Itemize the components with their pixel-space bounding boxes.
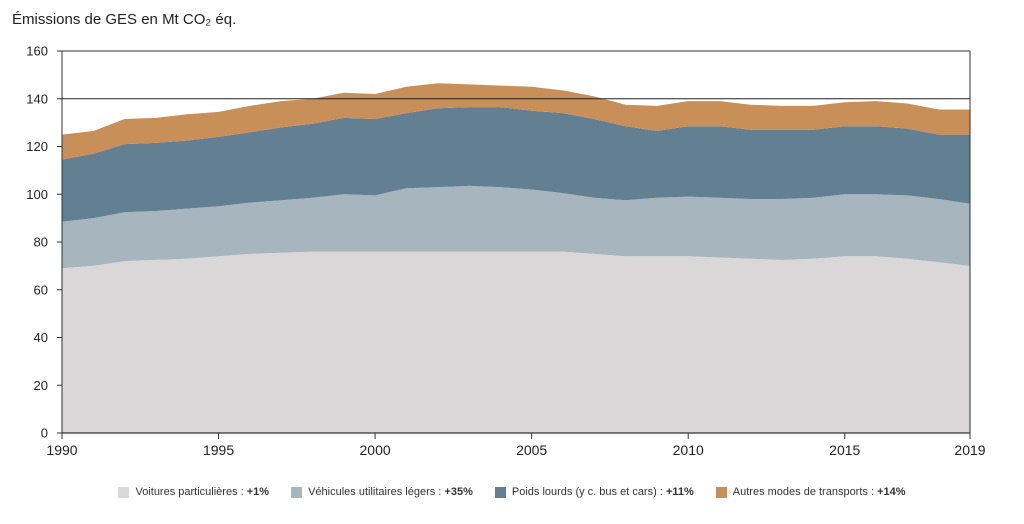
area-series-2 (62, 107, 970, 222)
legend-change-3: +14% (877, 486, 906, 498)
legend-label-3: Autres modes de transports : (732, 486, 878, 498)
area-series-0 (62, 251, 970, 433)
x-tick-label-1990: 1990 (46, 442, 77, 458)
legend-item-3: Autres modes de transports : +14% (715, 486, 906, 498)
legend-change-1: +35% (444, 486, 473, 498)
y-tick-label-160: 160 (26, 44, 48, 59)
legend-label-1: Véhicules utilitaires légers : (308, 486, 445, 498)
x-tick-label-2000: 2000 (360, 442, 391, 458)
legend-change-0: +1% (246, 486, 270, 498)
y-tick-label-40: 40 (34, 330, 48, 345)
legend-item-2: Poids lourds (y c. bus et cars) : +11% (494, 486, 694, 498)
x-tick-label-2019: 2019 (954, 442, 985, 458)
y-tick-label-60: 60 (34, 282, 48, 297)
areas-layer (62, 83, 970, 433)
axes-layer: 0 20 40 60 80 100 120 140 160 1990 1995 2000 2005 201… (26, 44, 985, 459)
area-series-1 (62, 185, 970, 269)
legend-item-0: Voitures particulières : +1% (118, 486, 269, 498)
y-tick-label-0: 0 (41, 426, 48, 441)
x-tick-label-2015: 2015 (829, 442, 860, 458)
y-tick-label-140: 140 (26, 91, 48, 106)
legend-item-1: Véhicules utilitaires légers : +35% (291, 486, 473, 498)
legend: Voitures particulières : +1% Véhicules ut… (0, 486, 1024, 498)
legend-swatch-0 (118, 486, 130, 498)
legend-label-0: Voitures particulières : (135, 486, 247, 498)
area-series-3 (62, 83, 970, 160)
y-tick-label-80: 80 (34, 235, 48, 250)
legend-change-2: +11% (665, 486, 694, 498)
y-tick-label-100: 100 (26, 187, 48, 202)
x-tick-label-1995: 1995 (203, 442, 234, 458)
x-tick-label-2005: 2005 (516, 442, 547, 458)
y-tick-label-20: 20 (34, 378, 48, 393)
legend-swatch-2 (494, 486, 506, 498)
x-tick-label-2010: 2010 (673, 442, 704, 458)
stacked-area-chart: 0 20 40 60 80 100 120 140 160 1990 1995 2000 2005 201… (26, 44, 985, 459)
legend-swatch-3 (715, 486, 727, 498)
chart-title: Émissions de GES en Mt CO₂ éq. (12, 11, 237, 28)
legend-swatch-1 (291, 486, 303, 498)
legend-label-2: Poids lourds (y c. bus et cars) : (511, 486, 666, 498)
y-tick-label-120: 120 (26, 139, 48, 154)
